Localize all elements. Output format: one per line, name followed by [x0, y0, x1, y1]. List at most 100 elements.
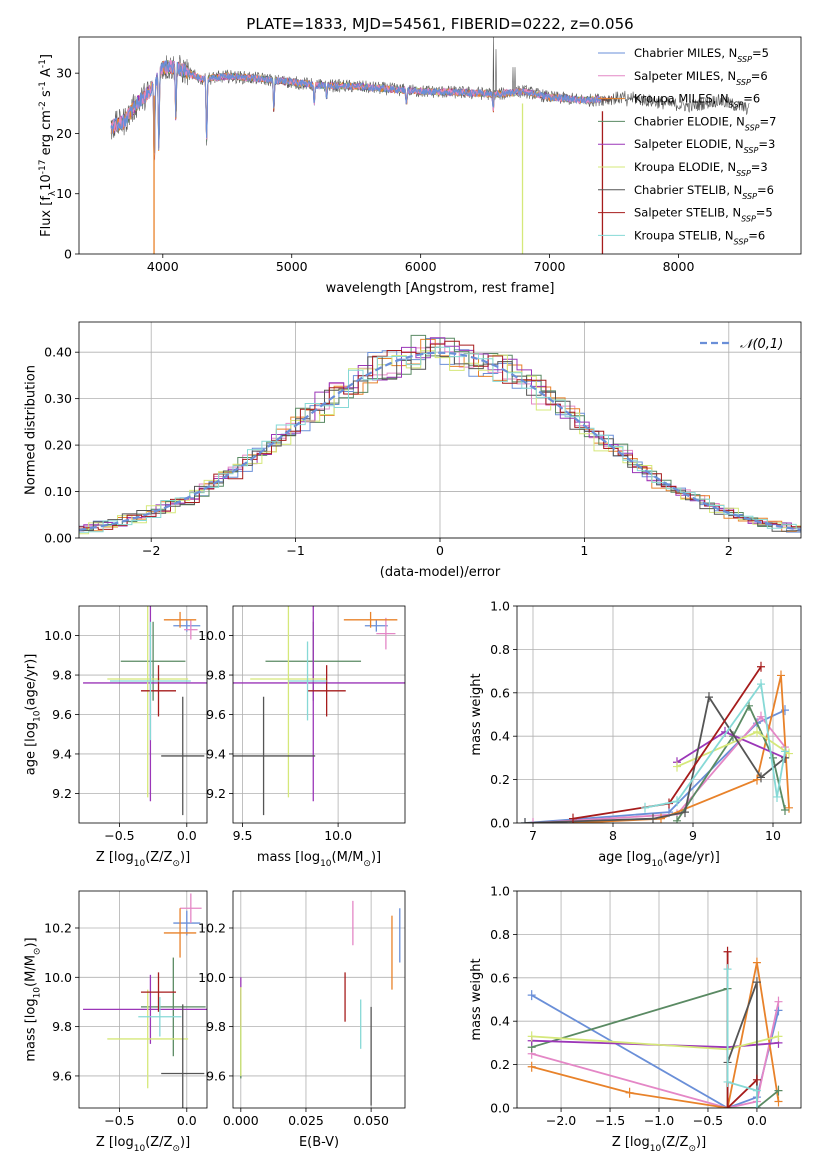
- axes-box: [232, 890, 406, 1109]
- y-tick-label: 9.6: [52, 707, 72, 722]
- weight-marker: [705, 692, 713, 703]
- errorbar-point: [180, 893, 202, 924]
- y-tick-label: 0.40: [44, 345, 72, 360]
- axes-box: [78, 36, 802, 255]
- legend-label: Chabrier MILES, NSSP=5: [634, 46, 769, 64]
- y-axis-label: Flux [fλ10-17 erg cm-2 s-1 A-1]: [38, 54, 58, 237]
- y-tick-label: 10.0: [44, 970, 72, 985]
- weight-marker: [723, 1076, 732, 1087]
- errorbar-point: [184, 619, 198, 640]
- errorbar-point: [140, 957, 206, 1057]
- plot-area: [521, 661, 793, 823]
- y-axis-label: mass weight: [469, 673, 484, 755]
- y-tick-label: 9.6: [52, 1068, 72, 1083]
- weight-marker: [673, 796, 681, 807]
- weight-marker: [774, 1096, 783, 1107]
- errorbar-point: [107, 606, 189, 798]
- weight-marker: [752, 1103, 761, 1108]
- x-tick-label: 0.0: [177, 1113, 197, 1128]
- x-axis-label: Z [log10(Z/Z⊙)]: [612, 1135, 706, 1154]
- histogram-step: [79, 346, 801, 533]
- histogram-step: [79, 334, 801, 535]
- errorbar-point: [376, 617, 396, 650]
- y-tick-label: 0.6: [490, 685, 510, 700]
- x-tick-label: 4000: [147, 259, 179, 274]
- legend-label: 𝒩(0,1): [740, 337, 783, 352]
- errorbar-point: [364, 619, 388, 632]
- x-tick-label: −2.0: [546, 1113, 576, 1128]
- y-tick-label: 10.2: [44, 920, 72, 935]
- weight-marker: [777, 670, 785, 681]
- grid: [517, 605, 801, 824]
- normal-curve: [79, 351, 801, 531]
- weight-marker: [521, 818, 529, 823]
- weight-marker: [527, 990, 536, 1001]
- x-tick-label: 5000: [276, 259, 308, 274]
- y-tick-label: 10.0: [44, 628, 72, 643]
- weight-marker: [785, 748, 793, 759]
- spectrum-legend: Chabrier MILES, NSSP=5 Salpeter MILES, NS…: [598, 46, 776, 246]
- spectrum-line: [110, 60, 602, 154]
- y-tick-label: 1.0: [490, 599, 510, 614]
- y-axis-label: age [log10(age/yr)]: [24, 654, 43, 776]
- y-tick-label: 0.0: [490, 1101, 510, 1116]
- y-axis-label: Normed distribution: [24, 365, 39, 495]
- errorbar-point: [109, 621, 191, 741]
- axes-frame: −2.0 −1.5 −1.0 −0.5 0.0 0.0 0.2 0.4 0.6 0.8 1.0 Z […: [469, 884, 802, 1154]
- panel-8: −2.0 −1.5 −1.0 −0.5 0.0 0.0 0.2 0.4 0.6 0.8 1.0 Z […: [469, 884, 802, 1154]
- y-axis-label: mass [log10(M/M⊙)]: [24, 937, 43, 1061]
- errorbar-point: [233, 606, 405, 802]
- y-tick-label: 10.0: [198, 628, 226, 643]
- y-tick-label: 9.8: [206, 1019, 226, 1034]
- weight-marker: [773, 791, 781, 802]
- plot-area: [240, 900, 401, 1106]
- plot-area: [83, 606, 207, 816]
- y-tick-label: 0.4: [490, 1014, 510, 1029]
- errorbar-point: [138, 997, 182, 1037]
- weight-marker: [723, 964, 732, 975]
- plot-area: [79, 334, 801, 535]
- weight-marker: [723, 1103, 732, 1108]
- weight-marker: [641, 802, 649, 813]
- x-tick-label: 2: [725, 543, 733, 558]
- weight-marker: [774, 996, 783, 1007]
- legend-label: Chabrier ELODIE, NSSP=7: [634, 114, 776, 131]
- x-tick-label: 8: [609, 828, 617, 843]
- x-tick-label: 7: [529, 828, 537, 843]
- weight-marker: [723, 946, 732, 957]
- weight-marker: [769, 752, 777, 763]
- axes-frame: 9.5 10.0 9.2 9.4 9.6 9.8 10.0 mass [log10(M/M⊙)…: [198, 605, 406, 869]
- panel-7: 0.000 0.025 0.050 9.6 9.8 10.0 10.2 E(B-V): [198, 890, 406, 1150]
- weight-marker: [657, 813, 665, 823]
- histogram-step: [79, 337, 801, 532]
- y-tick-label: 0.6: [490, 970, 510, 985]
- y-tick-label: 9.8: [52, 668, 72, 683]
- axes-frame: 4000 5000 6000 7000 8000 0 10 20 30 wavelength [A…: [38, 36, 802, 296]
- errorbar-point: [233, 696, 316, 816]
- legend-label: Kroupa MILES, NSSP=6: [634, 92, 760, 110]
- x-tick-label: −0.5: [104, 828, 134, 843]
- errorbar-point: [163, 908, 197, 958]
- errorbar-point: [343, 611, 398, 628]
- y-tick-label: 9.4: [206, 746, 226, 761]
- axes-box: [516, 605, 802, 824]
- weight-marker: [785, 802, 793, 813]
- legend-label: Salpeter MILES, NSSP=6: [634, 69, 768, 87]
- x-tick-label: −0.5: [104, 1113, 134, 1128]
- weight-marker: [649, 813, 657, 823]
- weight-marker: [752, 1074, 761, 1085]
- y-tick-label: 30: [56, 66, 72, 81]
- weight-marker: [569, 813, 577, 823]
- y-axis-label: mass weight: [469, 958, 484, 1040]
- weight-marker: [527, 1031, 536, 1042]
- weight-marker: [757, 711, 765, 722]
- panel-6: −0.5 0.0 9.6 9.8 10.0 10.2 Z [log10(Z/Z⊙)] mass…: [24, 890, 208, 1154]
- y-tick-label: 9.2: [206, 786, 226, 801]
- legend-label: Kroupa ELODIE, NSSP=3: [634, 160, 768, 178]
- x-tick-label: −1: [286, 543, 304, 558]
- y-tick-label: 9.8: [206, 668, 226, 683]
- y-tick-label: 0.00: [44, 531, 72, 546]
- weight-marker: [774, 1085, 783, 1096]
- errorbar-point: [140, 972, 177, 1012]
